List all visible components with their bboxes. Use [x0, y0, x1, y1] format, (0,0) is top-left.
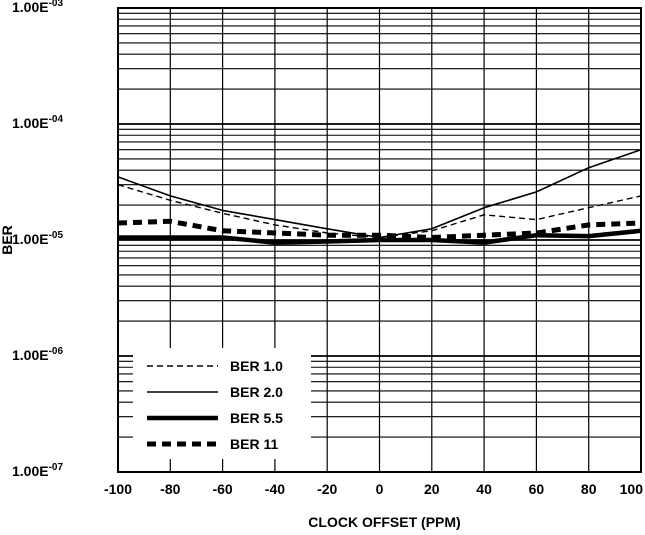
x-tick-label: -80 — [160, 481, 180, 497]
y-tick-exponent: -06 — [49, 346, 64, 357]
legend-label-2: BER 2.0 — [230, 384, 283, 400]
y-tick-exponent: -04 — [49, 114, 64, 125]
y-tick-label: 1.00E-05 — [12, 230, 63, 247]
y-tick-label: 1.00E-04 — [12, 114, 63, 131]
x-tick-label: -20 — [317, 481, 337, 497]
x-tick-label: -100 — [104, 481, 132, 497]
x-tick-label: 0 — [376, 481, 384, 497]
series-layer — [117, 148, 642, 245]
series-line-3 — [118, 228, 642, 245]
legend-label-4: BER 11 — [230, 436, 278, 452]
y-tick-mantissa: 1.00E — [12, 463, 49, 479]
x-tick-label: 20 — [424, 481, 440, 497]
y-tick-mantissa: 1.00E — [12, 0, 49, 15]
y-tick-label: 1.00E-06 — [12, 346, 63, 363]
x-tick-label: 60 — [529, 481, 545, 497]
series-line-1 — [117, 184, 642, 239]
x-axis-title: CLOCK OFFSET (PPM) — [308, 514, 460, 530]
x-tick-label: 100 — [620, 481, 644, 497]
legend: BER 1.0 BER 2.0 BER 5.5 BER 11 — [133, 348, 311, 459]
y-axis-title: BER — [0, 225, 15, 255]
x-tick-labels: -100 -80 -60 -40 -20 0 20 40 60 80 100 — [104, 481, 643, 497]
legend-label-1: BER 1.0 — [230, 358, 283, 374]
y-tick-label: 1.00E-07 — [12, 462, 63, 479]
y-tick-mantissa: 1.00E — [12, 231, 49, 247]
y-tick-exponent: -07 — [49, 462, 64, 473]
x-tick-label: -60 — [212, 481, 232, 497]
y-tick-exponent: -03 — [49, 0, 64, 9]
legend-label-3: BER 5.5 — [230, 410, 283, 426]
plot-frame — [117, 7, 642, 473]
x-tick-label: 40 — [476, 481, 492, 497]
x-tick-label: -40 — [265, 481, 285, 497]
y-tick-exponent: -05 — [49, 230, 64, 241]
y-tick-labels: 1.00E-031.00E-041.00E-051.00E-061.00E-07 — [12, 0, 63, 479]
series-line-4 — [117, 218, 642, 240]
y-tick-mantissa: 1.00E — [12, 347, 49, 363]
y-tick-mantissa: 1.00E — [12, 115, 49, 131]
y-tick-label: 1.00E-03 — [12, 0, 63, 15]
legend-box — [133, 348, 311, 459]
x-tick-label: 80 — [581, 481, 597, 497]
